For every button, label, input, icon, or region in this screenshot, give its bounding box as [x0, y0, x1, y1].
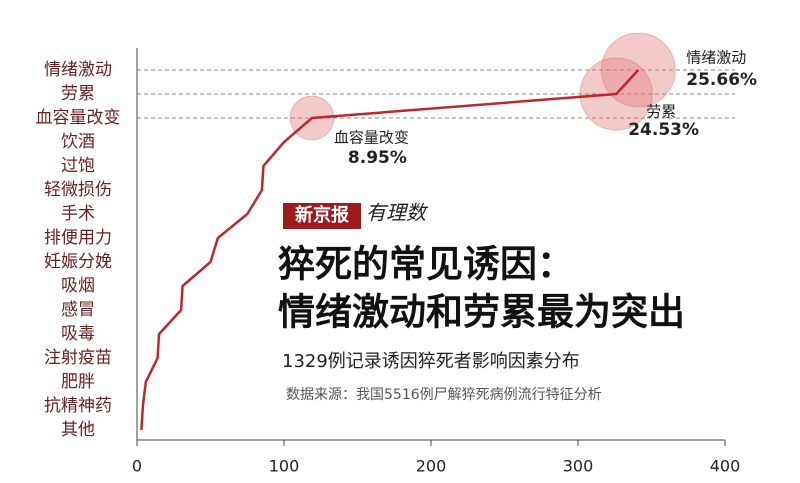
y-tick-label: 吸毒 [61, 324, 95, 344]
annotation-label: 血容量改变 [334, 129, 409, 147]
y-tick-label: 血容量改变 [36, 108, 121, 128]
y-tick-label: 其他 [61, 420, 95, 440]
x-tick-label: 0 [132, 457, 142, 476]
y-tick-label: 饮酒 [61, 132, 95, 152]
brand: 新京报 [295, 204, 349, 226]
annotation-value: 24.53% [628, 120, 699, 140]
x-tick-label: 200 [416, 457, 447, 476]
y-tick-label: 手术 [61, 204, 95, 224]
title-line2: 情绪激动和劳累最为突出 [278, 291, 685, 334]
brand-box [283, 203, 361, 229]
y-tick-label: 轻微损伤 [44, 180, 112, 200]
subtitle: 1329例记录诱因猝死者影响因素分布 [282, 351, 580, 372]
annotation-label: 劳累 [646, 103, 676, 121]
y-tick-label: 妊娠分娩 [44, 252, 112, 272]
y-tick-label: 排便用力 [44, 228, 112, 248]
annotation-label: 情绪激动 [686, 49, 746, 67]
x-tick-label: 400 [710, 457, 741, 476]
annotation-value: 8.95% [348, 148, 407, 168]
y-tick-label: 肥胖 [61, 372, 95, 392]
y-tick-label: 感冒 [61, 300, 95, 320]
data-line [140, 69, 640, 431]
brand-column: 有理数 [366, 201, 429, 225]
y-tick-label: 吸烟 [61, 276, 95, 296]
source: 数据来源：我国5516例尸解猝死病例流行特征分析 [286, 387, 602, 403]
y-tick-label: 注射疫苗 [44, 348, 112, 368]
title-line1: 猝死的常见诱因： [278, 243, 574, 286]
y-tick-label: 情绪激动 [44, 60, 112, 80]
y-tick-label: 抗精神药 [44, 396, 112, 416]
annotation-value: 25.66% [686, 70, 757, 90]
x-tick-label: 100 [269, 457, 300, 476]
y-tick-label: 劳累 [61, 84, 95, 104]
x-tick-label: 300 [563, 457, 594, 476]
y-tick-label: 过饱 [61, 156, 95, 176]
